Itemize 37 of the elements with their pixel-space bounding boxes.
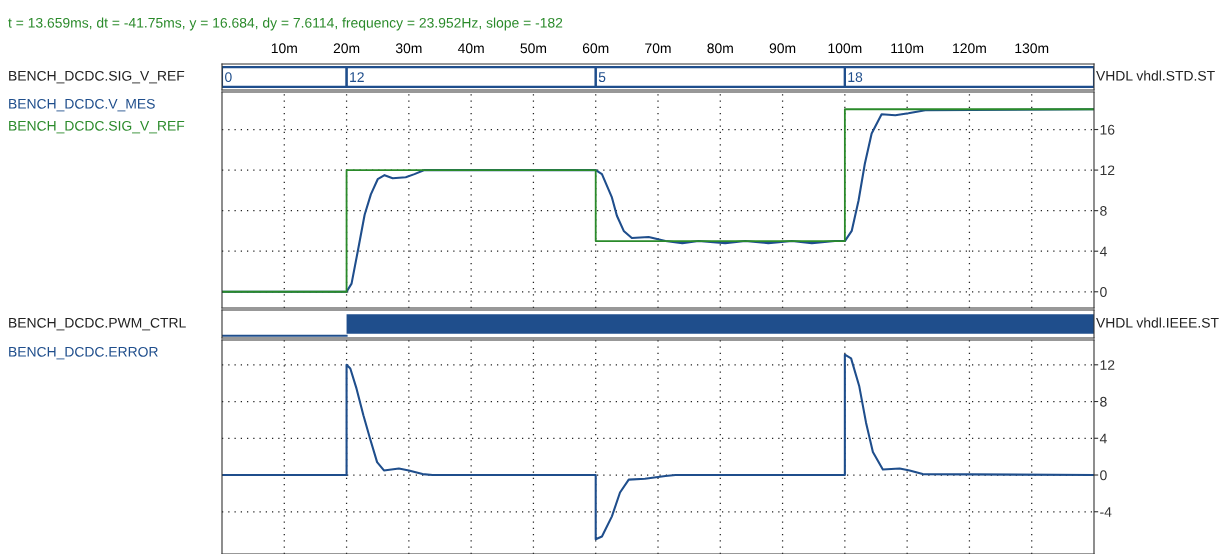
x-tick-label: 30m <box>395 43 422 54</box>
text: BENCH_DCDC.V_MES <box>9 98 155 112</box>
text: BENCH_DCDC.SIG_V_REF <box>9 70 185 84</box>
text: 5 <box>598 72 606 83</box>
text: t = 13.659ms, dt = -41.75ms, y = 16.684, dy = 7.6114, frequency = 23.952Hz, slope = -182 <box>8 17 563 31</box>
x-tick-label: 80m <box>707 43 733 54</box>
text: VHDL vhdl.IEEE.ST <box>1096 317 1219 328</box>
x-tick-label: 20m <box>333 43 360 54</box>
x-tick-label: 70m <box>645 43 671 54</box>
x-tick-label: 90m <box>769 43 796 54</box>
line-series <box>222 108 1094 293</box>
text: BENCH_DCDC.SIG_V_REF <box>9 120 185 134</box>
text: BENCH_DCDC.ERROR <box>9 346 158 360</box>
y-tick-label: 16 <box>1100 124 1115 135</box>
x-tick-label: 10m <box>271 43 297 54</box>
text: 18 <box>848 72 863 83</box>
x-tick-label: 60m <box>582 43 609 54</box>
y-tick-label: 12 <box>1100 360 1115 370</box>
y-tick-label: 0 <box>1100 287 1107 297</box>
text: 0 <box>225 72 232 83</box>
x-tick-label: 110m <box>891 43 924 54</box>
x-tick-label: 40m <box>457 43 484 54</box>
x-tick-label: 130m <box>1015 43 1049 54</box>
x-tick-label: 100m <box>828 43 862 54</box>
text: BENCH_DCDC.PWM_CTRL <box>9 317 186 331</box>
text: VHDL vhdl.STD.ST <box>1096 70 1215 81</box>
y-tick-label: 12 <box>1100 165 1115 176</box>
y-tick-label: 8 <box>1100 396 1107 407</box>
x-tick-label: 120m <box>953 43 986 54</box>
y-tick-label: 4 <box>1099 246 1107 257</box>
text: 12 <box>350 72 364 82</box>
y-tick-label: 8 <box>1100 205 1107 216</box>
y-tick-label: 0 <box>1100 470 1107 481</box>
x-tick-label: 50m <box>520 43 547 54</box>
y-tick-label: -4 <box>1100 507 1112 517</box>
y-tick-label: 4 <box>1099 433 1107 444</box>
line-series <box>222 353 1094 541</box>
